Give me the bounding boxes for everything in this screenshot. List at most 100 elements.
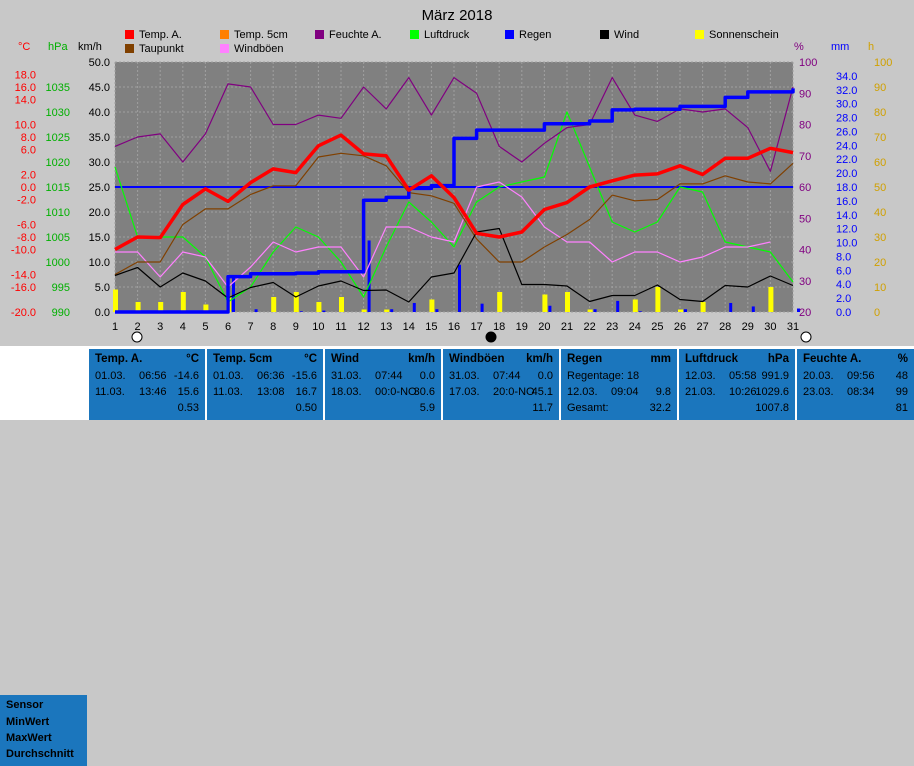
stats-cell-date: Gesamt:	[567, 402, 609, 414]
series-line-taupunkt	[114, 152, 794, 276]
legend-swatch	[220, 30, 229, 39]
day-tick: 28	[719, 321, 731, 333]
stats-cell-value: 99	[895, 386, 908, 398]
temp-tick: 0.0	[21, 182, 36, 194]
moon-new-icon	[800, 331, 812, 343]
hpa-tick: 1015	[46, 182, 70, 194]
sunshine-bar	[384, 309, 390, 312]
day-tick: 13	[380, 321, 392, 333]
rain-bar	[254, 309, 258, 312]
stats-cell-date: 31.03.	[449, 370, 480, 382]
stats-panel-unit: %	[897, 353, 908, 365]
sunshine-bar	[655, 287, 661, 312]
temp-tick: 8.0	[21, 132, 36, 144]
stats-panel-title: Temp. A.	[95, 353, 143, 365]
sunshine-bar	[316, 302, 322, 312]
kmh-unit-label: km/h	[78, 41, 102, 53]
sunshine-bar	[700, 302, 706, 312]
stats-cell-date: 12.03.	[685, 370, 716, 382]
day-tick: 4	[180, 321, 186, 333]
stats-cell-date: 17.03.	[449, 386, 480, 398]
legend-label: Taupunkt	[139, 43, 184, 55]
kmh-tick: 20.0	[89, 207, 110, 219]
mm-tick: 18.0	[836, 182, 857, 194]
stats-cell-value: 11.7	[532, 402, 553, 414]
sunshine-bar	[587, 309, 593, 312]
stats-panel: Temp. A. °C 01.03. 06:56 -14.6 11.03. 13:46 15.…	[89, 349, 205, 420]
mm-tick: 0.0	[836, 307, 851, 319]
h-tick: 0	[874, 307, 880, 319]
sunshine-bar	[542, 294, 548, 312]
h-tick: 20	[874, 257, 886, 269]
stats-panel: Wind km/h 31.03. 07:44 0.0 18.03. 00:0-NO 30.6 5…	[325, 349, 441, 420]
day-tick: 24	[629, 321, 641, 333]
stats-cell-date: 18.03.	[331, 386, 362, 398]
rain-bar	[390, 309, 394, 312]
stats-row-labels: Sensor MinWert MaxWert Durchschnitt	[0, 695, 87, 766]
mm-tick: 6.0	[836, 265, 851, 277]
day-tick: 19	[516, 321, 528, 333]
row-label-max: MaxWert	[6, 732, 52, 744]
day-tick: 15	[425, 321, 437, 333]
mm-tick: 10.0	[836, 238, 857, 250]
hpa-tick: 1035	[46, 82, 70, 94]
kmh-tick: 30.0	[89, 157, 110, 169]
stats-cell-value: 991.9	[761, 370, 789, 382]
mm-tick: 14.0	[836, 210, 857, 222]
mm-tick: 30.0	[836, 99, 857, 111]
h-tick: 50	[874, 182, 886, 194]
mm-tick: 26.0	[836, 126, 857, 138]
legend-label: Luftdruck	[424, 29, 470, 41]
row-label-min: MinWert	[6, 716, 50, 728]
stats-panel: Windböen km/h 31.03. 07:44 0.0 17.03. 20:0-NO 4…	[443, 349, 559, 420]
stats-cell-value: 45.1	[531, 386, 553, 398]
stats-cell-time: 07:44	[493, 370, 521, 382]
temp-tick: 10.0	[15, 120, 36, 132]
bar-series	[113, 240, 800, 312]
rain-bar	[548, 305, 552, 312]
h-tick: 60	[874, 157, 886, 169]
h-tick: 80	[874, 107, 886, 119]
day-tick: 20	[538, 321, 550, 333]
stats-cell-value: -14.6	[173, 370, 199, 382]
mm-tick: 32.0	[836, 85, 857, 97]
axis-ticks: 18.016.014.010.08.06.02.00.0-2.0-6.0-8.0…	[11, 57, 892, 333]
stats-panel: Regen mm Regentage: 18 12.03. 09:04 9.8 Gesamt…	[561, 349, 677, 420]
sunshine-bar	[361, 309, 367, 312]
stats-panel-unit: hPa	[767, 353, 789, 365]
legend-swatch	[600, 30, 609, 39]
day-tick: 27	[696, 321, 708, 333]
kmh-tick: 45.0	[89, 82, 110, 94]
day-tick: 31	[787, 321, 799, 333]
rain-bar	[480, 303, 484, 312]
stats-panel-title: Windböen	[449, 353, 505, 365]
stats-panel-title: Wind	[331, 353, 359, 365]
temp-tick: -8.0	[17, 232, 36, 244]
day-tick: 17	[470, 321, 482, 333]
moon-full-icon	[485, 331, 497, 343]
pct-tick: 30	[799, 276, 811, 288]
moon-new-icon	[131, 331, 143, 343]
stats-cell-date: 21.03.	[685, 386, 716, 398]
hpa-tick: 995	[52, 282, 70, 294]
stats-cell-date: 20.03.	[803, 370, 834, 382]
stats-panel-title: Feuchte A.	[803, 353, 862, 365]
kmh-tick: 35.0	[89, 132, 110, 144]
mm-tick: 16.0	[836, 196, 857, 208]
rain-bar	[797, 308, 800, 312]
day-tick: 10	[312, 321, 324, 333]
row-label-avg: Durchschnitt	[6, 748, 74, 760]
kmh-tick: 25.0	[89, 182, 110, 194]
kmh-tick: 5.0	[95, 282, 110, 294]
mm-tick: 22.0	[836, 154, 857, 166]
stats-cell-time: 09:56	[847, 370, 875, 382]
pct-tick: 80	[799, 120, 811, 132]
stats-table: Sensor MinWert MaxWert Durchschnitt Temp…	[0, 346, 914, 766]
line-series	[114, 77, 795, 314]
day-tick: 22	[583, 321, 595, 333]
day-tick: 29	[742, 321, 754, 333]
hpa-tick: 1000	[46, 257, 70, 269]
chart-legend: Temp. A. Temp. 5cm Feuchte A. Luftdruck Rege…	[125, 29, 779, 55]
mm-tick: 8.0	[836, 251, 851, 263]
pct-tick: 60	[799, 182, 811, 194]
